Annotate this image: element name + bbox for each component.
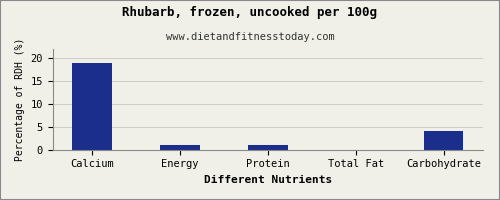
Bar xyxy=(248,145,288,150)
Y-axis label: Percentage of RDH (%): Percentage of RDH (%) xyxy=(15,38,25,161)
Text: Rhubarb, frozen, uncooked per 100g: Rhubarb, frozen, uncooked per 100g xyxy=(122,6,378,19)
Bar xyxy=(72,63,112,150)
Text: www.dietandfitnesstoday.com: www.dietandfitnesstoday.com xyxy=(166,32,334,42)
X-axis label: Different Nutrients: Different Nutrients xyxy=(204,175,332,185)
Bar xyxy=(424,131,464,150)
Bar xyxy=(160,145,200,150)
